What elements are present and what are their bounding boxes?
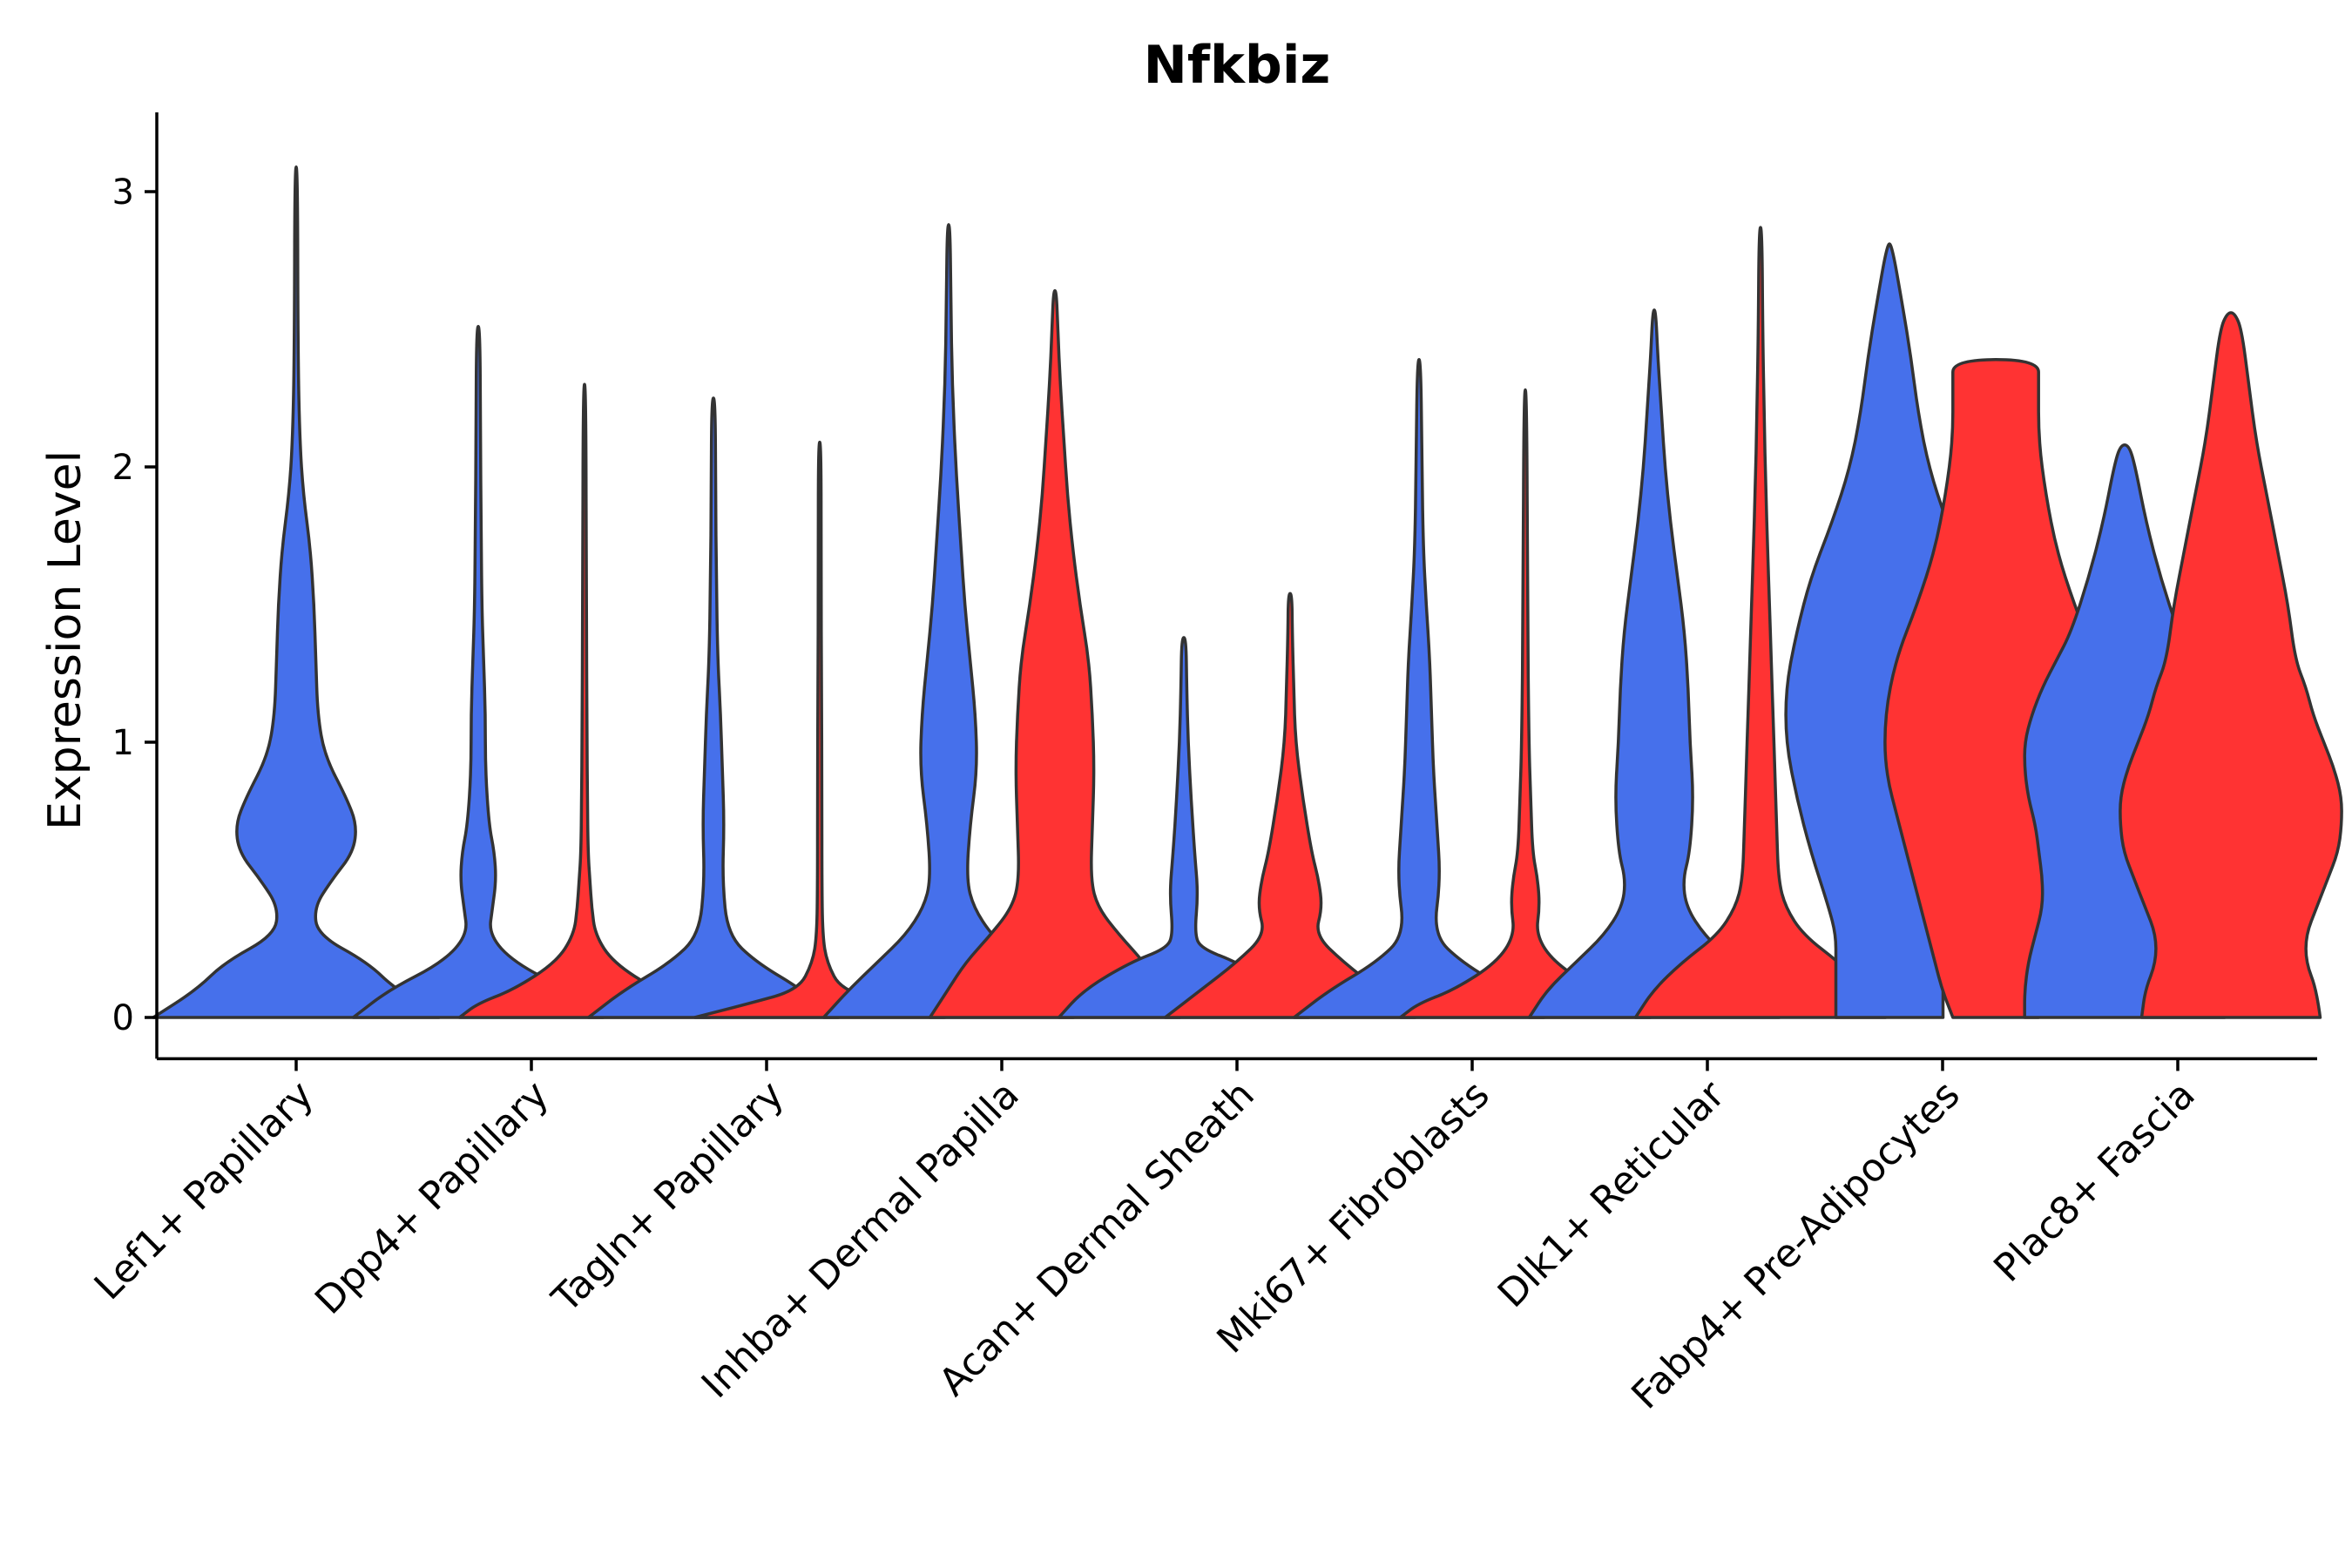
violin-right xyxy=(2119,311,2343,1019)
y-tick-label: 0 xyxy=(112,998,134,1038)
violin-left xyxy=(152,165,441,1019)
chart-title: Nfkbiz xyxy=(1144,35,1331,96)
y-axis-label: Expression Level xyxy=(39,450,91,830)
violin-left xyxy=(1527,308,1781,1019)
violin-right xyxy=(1633,226,1888,1019)
x-tick-label: Dlk1+ Reticular xyxy=(1490,1071,1734,1316)
x-tick-label: Tagln+ Papillary xyxy=(544,1072,793,1321)
y-tick-label: 1 xyxy=(112,723,134,763)
violin-left xyxy=(1292,358,1546,1019)
x-tick-label: Dpp4+ Papillary xyxy=(307,1072,558,1323)
x-tick-label: Mki67+ Fibroblasts xyxy=(1208,1072,1497,1362)
y-tick-label: 3 xyxy=(112,172,134,213)
violin-right xyxy=(1163,591,1417,1019)
violin-right xyxy=(1398,388,1652,1019)
violin-left xyxy=(1057,636,1311,1019)
violin-right xyxy=(693,440,947,1019)
x-tick-label: Lef1+ Papillary xyxy=(86,1072,322,1308)
violin-left xyxy=(821,223,1076,1019)
violin-left xyxy=(586,396,841,1019)
violin-right xyxy=(928,289,1182,1019)
violin-left xyxy=(351,325,605,1019)
x-tick-label: Plac8+ Fascia xyxy=(1985,1072,2204,1291)
violin-group xyxy=(152,165,2343,1019)
violin-right xyxy=(457,382,712,1019)
y-tick-label: 2 xyxy=(112,448,134,488)
